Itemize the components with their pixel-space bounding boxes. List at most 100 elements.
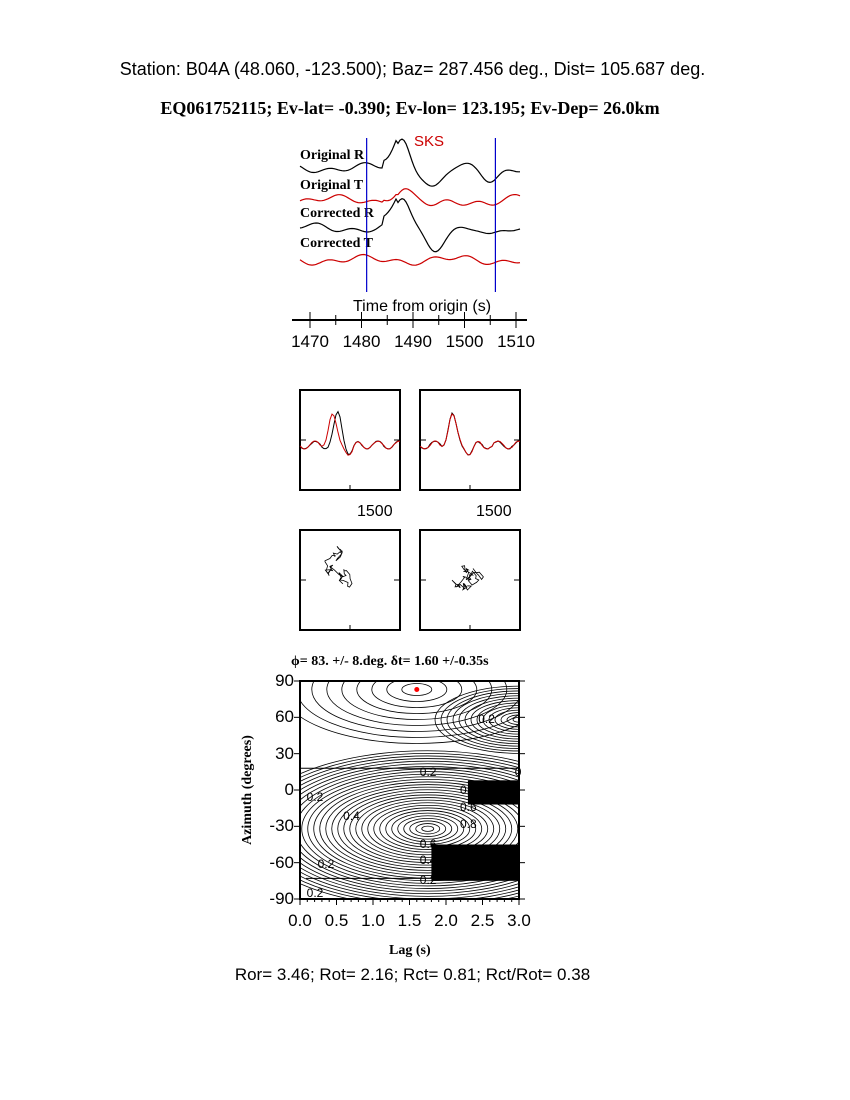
contour-label: 0.2 [305,886,325,901]
trace-label-original-r: Original R [300,148,365,163]
contour-ellipse [386,681,448,702]
trace-label-corrected-r: Corrected R [300,206,374,221]
contour-ellipse [349,794,507,863]
time-tick-label: 1470 [291,332,329,351]
contour-ellipse [458,695,519,745]
comparison-before-frame [299,389,401,491]
lag-tick-label: 3.0 [507,911,531,930]
contour-ellipse [300,768,519,889]
contour-ellipse [341,681,493,720]
trace-label-original-t: Original T [300,178,364,193]
contour-ellipse [300,699,519,738]
azimuth-tick-label: 60 [275,707,294,727]
particle-motion-path [324,546,353,588]
contour-ellipse [440,688,519,752]
contour-ellipse [300,755,519,899]
contour-ellipse [300,765,519,892]
contour-ellipse [506,714,519,725]
trace-original-t [299,188,521,207]
contour-ellipse [325,784,519,874]
azimuth-tick-label: -30 [269,816,294,836]
contour-ellipse [464,697,519,742]
lag-axis-label: Lag (s) [389,943,431,958]
contour-ellipse [331,786,519,871]
contour-ellipse [512,716,519,723]
trace-corrected-t [299,253,521,266]
contour-ellipse [397,815,459,843]
contour-ellipse [401,683,433,696]
comparison-trace [419,413,521,456]
contour-ellipse [379,807,477,850]
contour-ellipse [409,820,447,837]
station-info: Station: B04A (48.060, -123.500); Baz= 2… [119,59,706,79]
azimuth-tick-label: 30 [275,743,294,763]
comparison-tick-label-left: 1500 [357,503,393,520]
contour-ellipse [367,802,489,856]
trace-corrected-r [299,197,521,253]
contour-ellipse [326,681,508,726]
time-axis-label: Time from origin (s) [353,298,492,315]
contour-ellipse [300,771,519,887]
azimuth-tick-label: 90 [275,671,294,690]
contour-ellipse [343,791,513,866]
event-info: EQ061752115; Ev-lat= -0.390; Ev-lon= 123… [160,98,660,118]
contour-ellipse [300,716,519,744]
phase-label: SKS [414,133,445,150]
contour-ellipse [300,763,519,895]
comparison-tick-label-right: 1500 [476,503,512,520]
time-tick-label: 1490 [394,332,432,351]
contour-ellipse [488,707,519,733]
time-tick-label: 1480 [342,332,381,351]
azimuth-tick-label: 0 [284,780,294,799]
contour-ellipse [421,825,435,832]
trace-original-r [299,138,520,187]
contour-ellipse [500,712,519,728]
contour-ellipse [300,760,519,897]
contour-ellipse [385,810,471,848]
lag-tick-label: 0.5 [324,911,349,930]
comparison-trace [299,410,401,455]
contour-ellipse [446,690,519,749]
energy-ratios: Ror= 3.46; Rot= 2.16; Rct= 0.81; Rct/Rot… [234,965,591,984]
contour-ellipse [373,804,483,853]
comparison-trace [419,411,521,456]
lag-tick-label: 1.0 [361,911,385,930]
splitting-result-title: ϕ= 83. +/- 8.deg. δt= 1.60 +/-0.35s [291,654,489,669]
contour-ellipse [356,681,478,714]
lag-tick-label: 2.0 [434,911,458,930]
particle-motion-before-frame [299,529,401,631]
azimuth-tick-label: -90 [269,889,294,908]
contour-ellipse [300,750,519,899]
best-fit-marker [414,686,420,692]
contour-ellipse [470,700,519,740]
contour-ellipse [476,702,519,737]
particle-motion-path [451,565,484,591]
contour-ellipse [391,812,465,845]
contour-ellipse [415,823,441,835]
contour-ellipse [307,776,519,882]
contour-ellipse [434,685,519,754]
lag-tick-label: 0.0 [288,911,312,930]
time-tick-label: 1500 [445,332,484,351]
trace-label-corrected-t: Corrected T [300,236,373,251]
lag-tick-label: 1.5 [397,911,422,930]
contour-ellipse [403,817,453,840]
lag-tick-label: 2.5 [470,911,495,930]
contour-ellipse [371,681,463,708]
contour-ellipse [311,681,519,732]
time-tick-label: 1510 [497,332,535,351]
contour-ellipse [337,789,519,869]
contour-ellipse [355,797,501,861]
contour-ellipse [494,709,519,730]
contour-ellipse [361,799,495,858]
contour-ellipse [301,773,519,884]
contour-ellipse [482,704,519,735]
contour-ellipse [319,781,519,876]
comparison-after-frame [419,389,521,491]
contour-ellipse [300,752,519,899]
contour-lines [300,681,519,899]
contour-ellipse [452,692,519,747]
azimuth-tick-label: -60 [269,852,294,872]
